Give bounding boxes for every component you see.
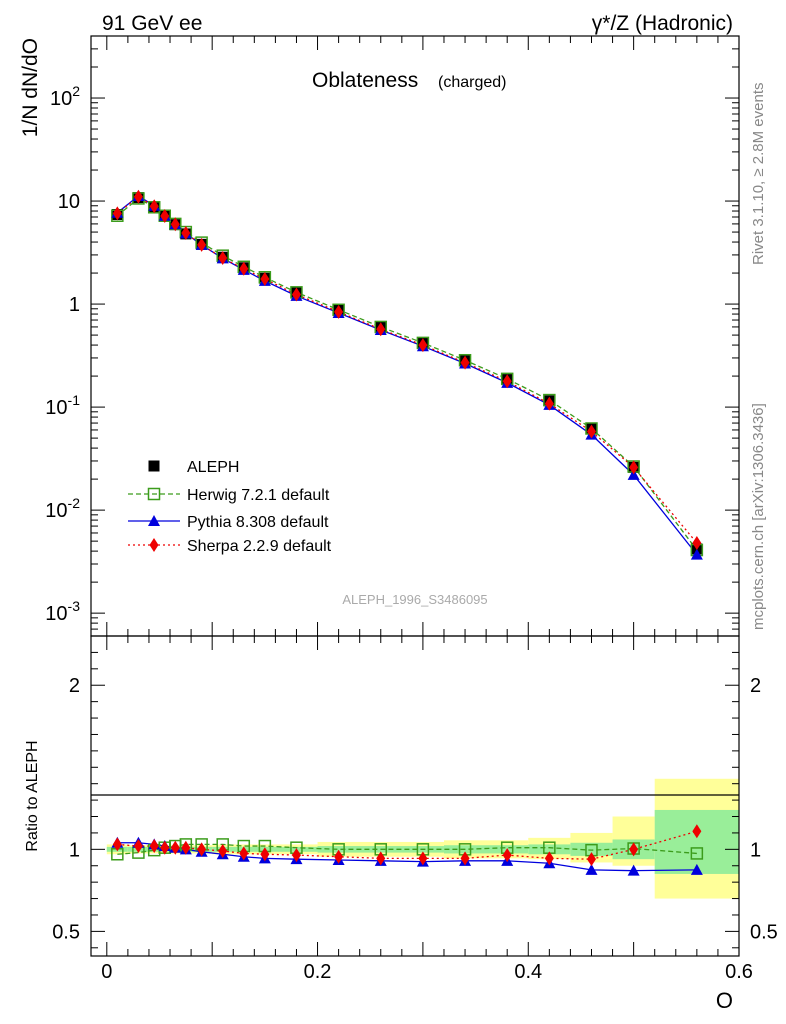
data-point-sherpa bbox=[692, 535, 702, 550]
ratio-point-sherpa bbox=[418, 851, 428, 866]
legend-label-sherpa: Sherpa 2.2.9 default bbox=[187, 538, 332, 555]
analysis-id: ALEPH_1996_S3486095 bbox=[342, 592, 487, 607]
ratio-point-sherpa bbox=[133, 839, 143, 854]
ratio-marks bbox=[111, 824, 704, 876]
data-point-sherpa bbox=[544, 396, 554, 411]
ratio-point-sherpa bbox=[692, 824, 702, 839]
ratio-point-sherpa bbox=[218, 843, 228, 858]
ratio-band-stat bbox=[443, 845, 529, 854]
ratio-point-sherpa bbox=[334, 849, 344, 864]
data-point-pythia bbox=[690, 548, 703, 560]
main-y-tick-label: 10-2 bbox=[45, 495, 80, 522]
ratio-point-sherpa bbox=[291, 848, 301, 863]
data-point-sherpa bbox=[629, 460, 639, 475]
legend-marker-aleph bbox=[148, 460, 160, 472]
data-point-sherpa bbox=[133, 189, 143, 204]
legend-label-herwig: Herwig 7.2.1 default bbox=[187, 487, 330, 504]
ratio-y-tick-label-left: 2 bbox=[69, 675, 80, 697]
ratio-line-sherpa bbox=[117, 830, 698, 860]
data-point-sherpa bbox=[112, 206, 122, 221]
ratio-point-sherpa bbox=[260, 847, 270, 862]
ratio-point-pythia bbox=[627, 864, 640, 876]
x-tick-labels: 0 0.2 0.4 0.6 bbox=[101, 961, 753, 983]
legend-label-pythia: Pythia 8.308 default bbox=[187, 514, 329, 531]
ratio-y-tick-label-right: 0.5 bbox=[750, 921, 778, 943]
main-y-tick-label: 10 bbox=[58, 191, 80, 213]
data-point-sherpa bbox=[260, 272, 270, 287]
data-point-sherpa bbox=[149, 199, 159, 214]
ratio-band-stat bbox=[654, 809, 739, 874]
ratio-y-tick-label-left: 0.5 bbox=[52, 921, 80, 943]
ratio-y-tick-labels: 0.5 0.5 1 1 2 2 bbox=[52, 675, 778, 943]
main-y-tick-label: 10-1 bbox=[45, 392, 80, 419]
legend-label-aleph: ALEPH bbox=[187, 459, 239, 476]
x-axis-label: O bbox=[716, 988, 733, 1013]
data-point-sherpa bbox=[586, 424, 596, 439]
ratio-band-stat bbox=[570, 842, 613, 856]
ratio-ticks bbox=[91, 636, 740, 956]
ratio-point-sherpa bbox=[376, 851, 386, 866]
ratio-y-tick-label-right: 1 bbox=[750, 839, 761, 861]
legend-marker-herwig bbox=[147, 487, 161, 501]
ratio-point-sherpa bbox=[149, 839, 159, 854]
ratio-point-sherpa bbox=[197, 842, 207, 857]
data-point-sherpa bbox=[197, 237, 207, 252]
ratio-point-sherpa bbox=[629, 842, 639, 857]
rivet-version-label: Rivet 3.1.10, ≥ 2.8M events bbox=[750, 83, 767, 266]
ratio-point-sherpa bbox=[112, 837, 122, 852]
main-y-tick-label: 10-3 bbox=[45, 598, 80, 625]
data-point-sherpa bbox=[181, 225, 191, 240]
main-marks bbox=[111, 189, 704, 560]
ratio-point-sherpa bbox=[181, 840, 191, 855]
x-tick-label: 0 bbox=[101, 961, 112, 983]
ratio-panel: 0.5 0.5 1 1 2 2 0 0.2 0.4 0.6 Ratio to ALEPH O bbox=[24, 635, 778, 1013]
data-point-sherpa bbox=[239, 261, 249, 276]
x-tick-label: 0.6 bbox=[725, 961, 753, 983]
data-point-sherpa bbox=[218, 251, 228, 266]
ratio-frame bbox=[90, 635, 740, 957]
ratio-point-sherpa bbox=[586, 852, 596, 867]
main-y-tick-label: 102 bbox=[50, 83, 80, 110]
main-y-tick-labels: 10-3 10-2 10-1 1 10 102 bbox=[45, 83, 80, 625]
legend: ALEPH Herwig 7.2.1 default Pythia 8.308 de… bbox=[128, 459, 332, 555]
series-line-herwig bbox=[116, 197, 698, 551]
ratio-y-axis-label: Ratio to ALEPH bbox=[24, 740, 41, 851]
mcplots-label: mcplots.cern.ch [arXiv:1306.3436] bbox=[750, 403, 767, 630]
ratio-point-sherpa bbox=[239, 846, 249, 861]
ratio-point-sherpa bbox=[460, 851, 470, 866]
main-y-axis-label: 1/N dN/dO bbox=[19, 38, 42, 137]
legend-marker-sherpa bbox=[149, 538, 159, 552]
ratio-band-stat bbox=[528, 844, 571, 855]
data-point-sherpa bbox=[160, 209, 170, 224]
data-point-sherpa bbox=[291, 287, 301, 302]
data-point-sherpa bbox=[502, 374, 512, 389]
header-right-label: γ*/Z (Hadronic) bbox=[592, 12, 733, 35]
ratio-point-sherpa bbox=[544, 851, 554, 866]
ratio-point-pythia bbox=[690, 863, 703, 875]
chart-title: Oblateness bbox=[312, 69, 418, 92]
main-ticks bbox=[91, 35, 740, 637]
ratio-point-pythia bbox=[585, 863, 598, 875]
ratio-point-sherpa bbox=[170, 840, 180, 855]
ratio-y-tick-label-left: 1 bbox=[69, 839, 80, 861]
ratio-y-tick-label-right: 2 bbox=[750, 675, 761, 697]
data-point-sherpa bbox=[334, 304, 344, 319]
main-y-tick-label: 1 bbox=[69, 294, 80, 316]
header-left-label: 91 GeV ee bbox=[102, 12, 202, 35]
legend-marker-pythia bbox=[148, 515, 160, 526]
chart-title-suffix: (charged) bbox=[438, 74, 506, 91]
ratio-point-herwig bbox=[690, 847, 704, 860]
data-point-sherpa bbox=[460, 355, 470, 370]
ratio-point-sherpa bbox=[160, 840, 170, 855]
x-tick-label: 0.2 bbox=[304, 961, 332, 983]
data-point-sherpa bbox=[418, 338, 428, 353]
ratio-point-sherpa bbox=[502, 848, 512, 863]
data-point-sherpa bbox=[376, 322, 386, 337]
data-point-sherpa bbox=[170, 217, 180, 232]
x-tick-label: 0.4 bbox=[514, 961, 542, 983]
